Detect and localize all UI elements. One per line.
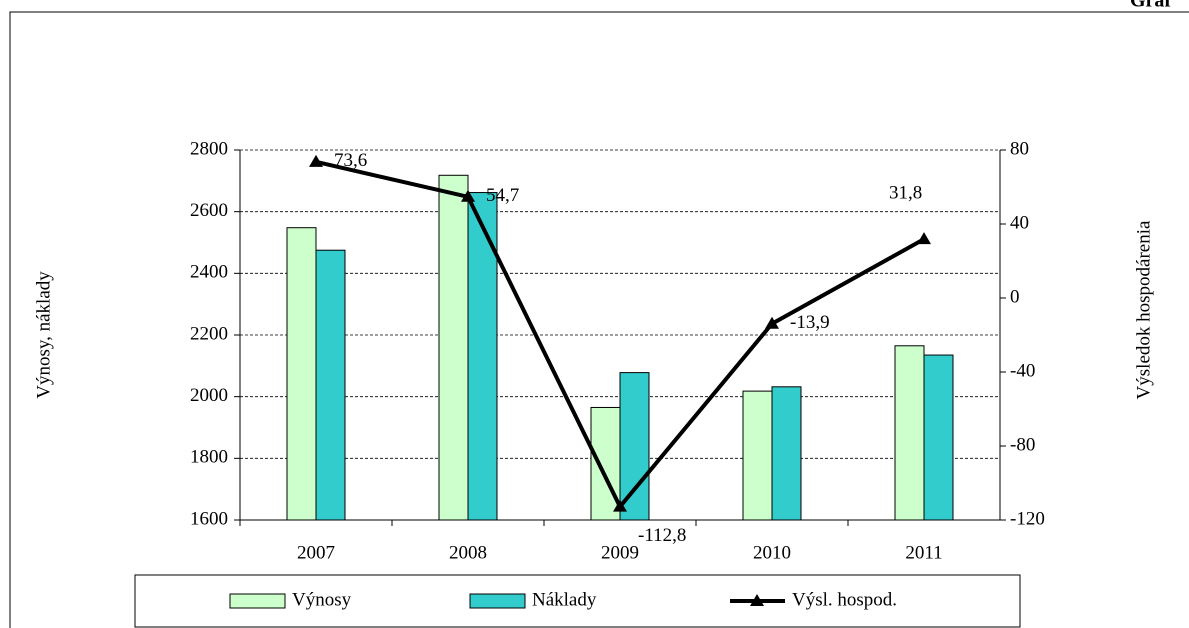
data-label: 31,8	[889, 183, 922, 204]
bar	[467, 192, 498, 521]
y2-tick-label: -40	[1010, 360, 1035, 381]
line-marker	[461, 189, 475, 202]
y-axis-label: Výnosy, náklady	[33, 271, 54, 399]
y2-tick-label: -120	[1010, 508, 1045, 529]
y-tick-label: 2800	[190, 138, 228, 159]
y-tick-label: 2600	[190, 200, 228, 221]
data-label: 54,7	[486, 185, 519, 206]
y2-tick-label: 40	[1010, 212, 1029, 233]
data-label: -13,9	[790, 312, 830, 333]
bar	[742, 390, 773, 521]
chart-title: Graf	[1130, 0, 1171, 12]
bar	[315, 249, 346, 521]
bar	[894, 345, 925, 521]
legend-label: Náklady	[532, 589, 597, 610]
x-tick-label: 2009	[601, 542, 639, 563]
x-tick-label: 2011	[905, 542, 942, 563]
y2-tick-label: 0	[1010, 286, 1020, 307]
bar	[619, 372, 650, 521]
y-tick-label: 2000	[190, 385, 228, 406]
legend-swatch	[469, 593, 526, 609]
line-marker	[765, 316, 779, 329]
legend-swatch	[229, 593, 286, 609]
bar	[438, 174, 469, 521]
legend-label: Výnosy	[292, 589, 352, 610]
x-tick-label: 2008	[449, 542, 487, 563]
y-tick-label: 1600	[190, 508, 228, 529]
data-label: -112,8	[638, 525, 686, 546]
bar	[590, 406, 621, 521]
bar	[771, 386, 802, 521]
x-tick-label: 2007	[297, 542, 335, 563]
y2-axis-label: Výsledok hospodárenia	[1133, 220, 1154, 399]
data-label: 73,6	[334, 150, 367, 171]
legend-marker	[750, 594, 764, 606]
line-marker	[309, 154, 323, 167]
y-tick-label: 2200	[190, 323, 228, 344]
y-tick-label: 1800	[190, 447, 228, 468]
legend-label: Výsl. hospod.	[792, 589, 897, 610]
x-tick-label: 2010	[753, 542, 791, 563]
bar	[923, 354, 954, 521]
line-marker	[613, 499, 627, 512]
bar	[286, 227, 317, 521]
y2-tick-label: 80	[1010, 138, 1029, 159]
frame	[9, 11, 1189, 628]
y2-tick-label: -80	[1010, 434, 1035, 455]
y-tick-label: 2400	[190, 262, 228, 283]
line-marker	[917, 232, 931, 245]
